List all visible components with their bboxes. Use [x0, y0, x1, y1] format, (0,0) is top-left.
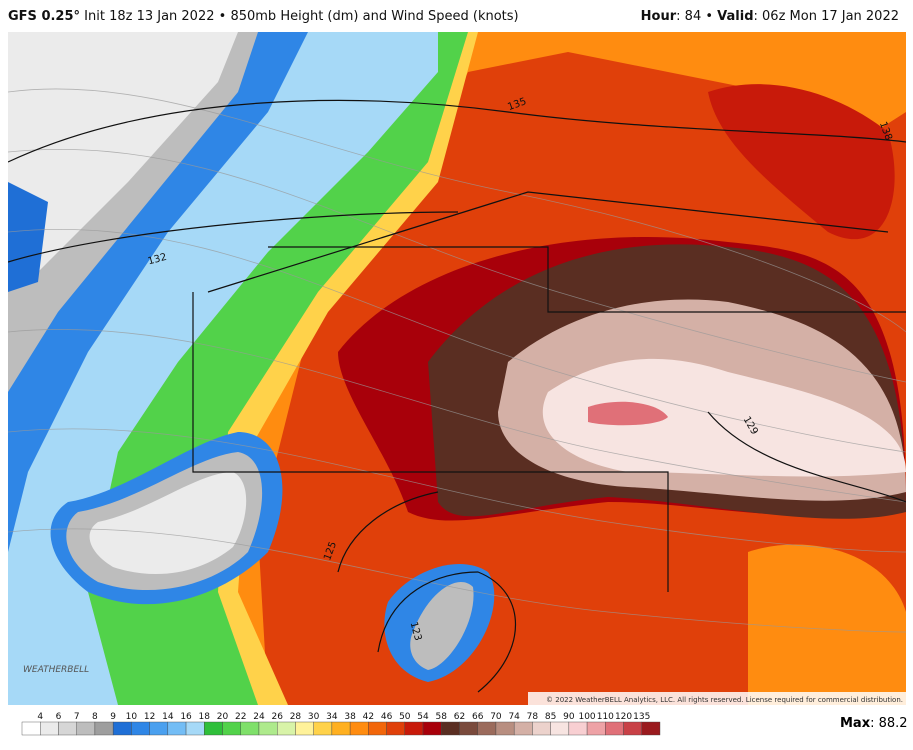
colorbar-label: 58 [436, 712, 448, 722]
colorbar-swatch [185, 721, 205, 736]
product: 850mb Height (dm) and Wind Speed (knots) [230, 9, 519, 24]
max: Max: 88.2 [840, 716, 908, 731]
model: GFS 0.25° [8, 9, 81, 24]
colorbar-swatch [368, 721, 387, 736]
colorbar-swatch [386, 721, 406, 736]
colorbar-swatch [313, 721, 333, 736]
colorbar-swatch [149, 721, 169, 736]
colorbar-label: 85 [545, 712, 556, 722]
colorbar-label: 24 [253, 712, 265, 722]
colorbar-swatch [586, 721, 606, 736]
colorbar-swatch [58, 721, 77, 736]
colorbar-swatch [532, 721, 551, 736]
valid-value: : 06z Mon 17 Jan 2022 [753, 9, 899, 24]
colorbar-label: 34 [326, 712, 338, 722]
colorbar-swatch [568, 721, 588, 736]
colorbar-swatch [167, 721, 187, 736]
colorbar-label: 8 [92, 712, 98, 722]
colorbar-label: 14 [162, 712, 174, 722]
copyright: © 2022 WeatherBELL Analytics, LLC. All r… [546, 696, 903, 704]
header-right: Hour: 84 • Valid: 06z Mon 17 Jan 2022 [641, 9, 899, 24]
colorbar-swatch [477, 721, 497, 736]
colorbar-label: 16 [180, 712, 192, 722]
colorbar-swatch [495, 721, 515, 736]
colorbar-label: 30 [308, 712, 320, 722]
colorbar-swatch [258, 721, 278, 736]
colorbar-swatch [295, 721, 314, 736]
colorbar-label: 20 [217, 712, 229, 722]
colorbar-swatch [641, 721, 661, 736]
sep: • [218, 9, 227, 24]
colorbar-label: 26 [271, 712, 283, 722]
colorbar-label: 120 [615, 712, 632, 722]
colorbar-label: 46 [381, 712, 393, 722]
colorbar-label: 4 [37, 712, 43, 722]
colorbar-swatch [605, 721, 624, 736]
header-left: GFS 0.25° Init 18z 13 Jan 2022 • 850mb H… [8, 9, 519, 24]
init: Init 18z 13 Jan 2022 [84, 9, 215, 24]
colorbar-label: 22 [235, 712, 246, 722]
colorbar-swatch [222, 721, 241, 736]
colorbar-label: 62 [454, 712, 465, 722]
colorbar-label: 74 [508, 712, 520, 722]
colorbar-swatch [94, 721, 114, 736]
colorbar-label: 70 [490, 712, 502, 722]
colorbar-swatch [349, 721, 369, 736]
colorbar-label: 54 [417, 712, 429, 722]
colorbar-swatch [550, 721, 570, 736]
colorbar-label: 6 [56, 712, 62, 722]
colorbar-label: 38 [344, 712, 356, 722]
colorbar-swatch [441, 721, 460, 736]
colorbar-label: 10 [126, 712, 138, 722]
colorbar-label: 7 [74, 712, 80, 722]
hour-label: Hour [640, 9, 677, 24]
colorbar-swatch [459, 721, 478, 736]
colorbar-label: 9 [110, 712, 116, 722]
logo: WEATHERBELL [23, 665, 89, 675]
colorbar-swatch [240, 721, 260, 736]
max-value: : 88.2 [870, 716, 908, 731]
colorbar-label: 135 [633, 712, 650, 722]
colorbar-label: 42 [363, 712, 374, 722]
colorbar-swatch [422, 721, 442, 736]
contour-label: 123 [408, 621, 424, 642]
colorbar-swatch [112, 721, 132, 736]
colorbar-swatch [40, 721, 59, 736]
sep: • [705, 9, 714, 24]
colorbar-label: 100 [578, 712, 595, 722]
colorbar-label: 90 [563, 712, 575, 722]
colorbar-label: 28 [290, 712, 302, 722]
colorbar-swatch [331, 721, 351, 736]
colorbar-swatch [623, 721, 642, 736]
colorbar-label: 18 [199, 712, 211, 722]
colorbar-swatch [404, 721, 424, 736]
colorbar-swatch [131, 721, 150, 736]
colorbar-swatch [204, 721, 223, 736]
colorbar: 4 6 7 8 9 10 12 14 16 18 20 22 24 26 28 30 34 38 42 46 50 54 5… [21, 712, 661, 736]
colorbar-swatch [277, 721, 296, 736]
colorbar-swatch [76, 721, 96, 736]
hour-value: : 84 [676, 9, 702, 24]
copyright-bg [528, 692, 906, 705]
colorbar-label: 12 [144, 712, 155, 722]
colorbar-label: 66 [472, 712, 484, 722]
colorbar-label: 78 [527, 712, 539, 722]
colorbar-swatch [21, 721, 41, 736]
contour-label: 132 [147, 252, 168, 268]
colorbar-label: 110 [597, 712, 614, 722]
colorbar-label: 50 [399, 712, 411, 722]
colorbar-swatch [513, 721, 533, 736]
max-label: Max [840, 716, 871, 731]
valid-label: Valid [717, 9, 754, 24]
